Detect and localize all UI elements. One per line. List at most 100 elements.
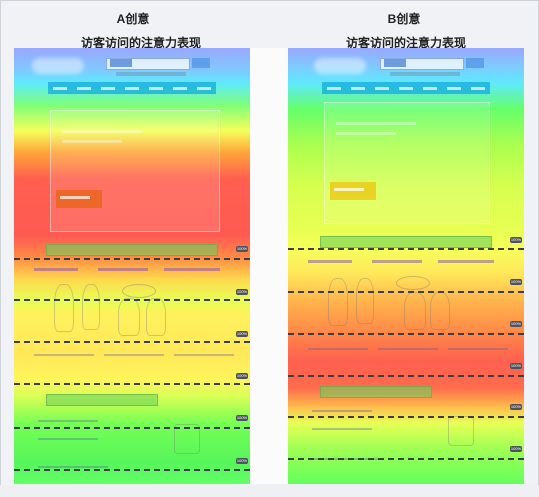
fold-divider-a (14, 299, 250, 301)
coverage-badge-b: 100% (510, 321, 522, 327)
navbar-a (48, 82, 216, 94)
header-text-b (390, 72, 460, 76)
illustration-person-b (404, 292, 426, 330)
banner-a (50, 110, 220, 232)
panel-gap (250, 48, 288, 484)
feature-label-b (438, 260, 494, 263)
text-row-a (34, 354, 94, 356)
feature-label-b (372, 260, 422, 263)
page-screenshot-b: 100% 100% 100% 100% 100% 100% (288, 48, 524, 484)
feature-label-a (98, 268, 148, 271)
heatmap-panel-b: 100% 100% 100% 100% 100% 100% (288, 48, 524, 484)
illustration-person-a (54, 284, 74, 332)
nav-item-a (173, 86, 187, 90)
fold-divider-b (288, 291, 524, 293)
coverage-badge-a: 100% (236, 289, 248, 295)
illustration-person-b (430, 292, 450, 330)
illustration-person-b (356, 278, 374, 324)
attention-heatmap-b (288, 48, 524, 484)
feature-label-a (34, 268, 78, 271)
text-row-a (38, 438, 98, 440)
nav-item-b (351, 86, 365, 90)
fold-divider-a (14, 469, 250, 471)
section-header-b (320, 236, 492, 248)
text-row-b (312, 428, 372, 430)
text-row-a (174, 354, 234, 356)
fold-divider-a (14, 427, 250, 429)
fold-divider-a (14, 341, 250, 343)
header-text-a (116, 72, 186, 76)
illustration-person-a (118, 298, 140, 336)
cta-button-a (56, 190, 102, 208)
heatmap-panel-a: 100% 100% 100% 100% 100% 100% (14, 48, 250, 484)
section-header-a (46, 394, 158, 406)
nav-item-b (327, 86, 341, 90)
tag-b (384, 59, 406, 67)
nav-item-b (399, 86, 413, 90)
fold-divider-b (288, 375, 524, 377)
logo-a (32, 58, 84, 74)
coverage-badge-a: 100% (236, 415, 248, 421)
creative-a-subtitle: 访客访问的注意力表现 (80, 36, 201, 50)
coverage-badge-b: 100% (510, 237, 522, 243)
search-button-b (466, 58, 484, 68)
nav-item-a (197, 86, 211, 90)
banner-text-b (336, 132, 396, 135)
nav-item-b (375, 86, 389, 90)
fold-divider-b (288, 248, 524, 250)
fold-divider-b (288, 416, 524, 418)
illustration-person-b (328, 278, 348, 326)
coverage-badge-b: 100% (510, 446, 522, 452)
illustration-building-a (174, 424, 200, 454)
fold-divider-a (14, 383, 250, 385)
coverage-badge-a: 100% (236, 458, 248, 464)
banner-text-b (336, 122, 416, 125)
feature-label-b (308, 260, 352, 263)
text-row-a (104, 354, 164, 356)
illustration-person-a (82, 284, 100, 330)
cta-button-b (330, 182, 376, 200)
coverage-badge-a: 100% (236, 246, 248, 252)
banner-b (324, 102, 490, 224)
attention-heatmap-a (14, 48, 250, 484)
search-button-a (192, 58, 210, 68)
banner-text-a (62, 140, 122, 143)
fold-divider-b (288, 333, 524, 335)
nav-item-a (125, 86, 139, 90)
banner-text-a (62, 130, 142, 133)
text-row-a (38, 420, 98, 422)
bottom-strip (0, 485, 539, 497)
feature-label-a (164, 268, 220, 271)
navbar-b (322, 82, 490, 94)
logo-b (314, 58, 366, 74)
creative-b-title: B创意 (387, 12, 421, 26)
nav-item-b (447, 86, 461, 90)
fold-divider-a (14, 258, 250, 260)
nav-item-b (423, 86, 437, 90)
text-row-a (38, 466, 108, 468)
text-row-b (448, 348, 508, 350)
coverage-badge-a: 100% (236, 373, 248, 379)
fold-divider-b (288, 458, 524, 460)
coverage-badge-b: 100% (510, 279, 522, 285)
illustration-building-b (448, 416, 474, 446)
creative-a-title: A创意 (116, 12, 150, 26)
speech-cloud-b (396, 276, 430, 290)
nav-item-b (471, 86, 485, 90)
nav-item-a (149, 86, 163, 90)
coverage-badge-b: 100% (510, 404, 522, 410)
text-row-b (312, 410, 372, 412)
text-row-b (378, 348, 438, 350)
text-row-b (308, 348, 368, 350)
nav-item-a (101, 86, 115, 90)
tag-a (110, 59, 132, 67)
creative-b-subtitle: 访客访问的注意力表现 (345, 36, 466, 50)
page-screenshot-a: 100% 100% 100% 100% 100% 100% (14, 48, 250, 484)
nav-item-a (53, 86, 67, 90)
section-header-a (46, 244, 218, 256)
nav-item-a (77, 86, 91, 90)
speech-cloud-a (122, 284, 156, 298)
coverage-badge-b: 100% (510, 363, 522, 369)
coverage-badge-a: 100% (236, 331, 248, 337)
illustration-person-a (146, 298, 166, 336)
